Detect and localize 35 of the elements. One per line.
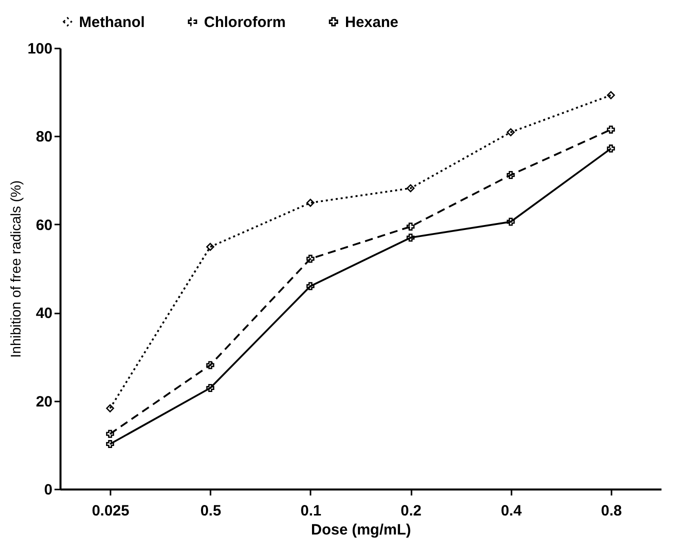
point (506, 128, 515, 136)
y-tick-label: 100 (27, 40, 52, 58)
y-tick-label: 20 (36, 393, 52, 410)
point (106, 404, 114, 412)
y-axis-title: Inhibition of free radicals (%) (7, 180, 24, 358)
point (506, 171, 515, 180)
x-tick-label: 0.025 (92, 502, 130, 520)
x-tick-label: 0.8 (600, 502, 622, 520)
y-tick-label: 80 (36, 128, 52, 146)
y-tick-label: 40 (36, 305, 52, 322)
point (406, 222, 415, 231)
y-tick-label: 0 (44, 482, 52, 498)
x-axis-title: Dose (mg/mL) (310, 522, 412, 538)
point (606, 126, 615, 134)
x-tick-label: 0.2 (400, 502, 422, 520)
point (206, 242, 214, 251)
x-tick-label: 0.1 (300, 502, 322, 520)
point (306, 198, 314, 207)
point (606, 144, 615, 153)
point (206, 384, 214, 392)
legend-label: Methanol (79, 14, 145, 31)
point (206, 361, 214, 370)
point (306, 254, 314, 263)
point (406, 184, 415, 192)
point (106, 440, 114, 448)
point (506, 218, 515, 226)
point (106, 430, 114, 438)
point (606, 91, 615, 100)
y-tick-label: 60 (36, 216, 52, 234)
x-tick-label: 0.5 (200, 502, 222, 520)
legend-label: Hexane (345, 14, 398, 31)
x-tick-label: 0.4 (500, 502, 522, 520)
point (406, 234, 415, 242)
point (306, 282, 314, 290)
legend-label: Chloroform (204, 14, 286, 31)
